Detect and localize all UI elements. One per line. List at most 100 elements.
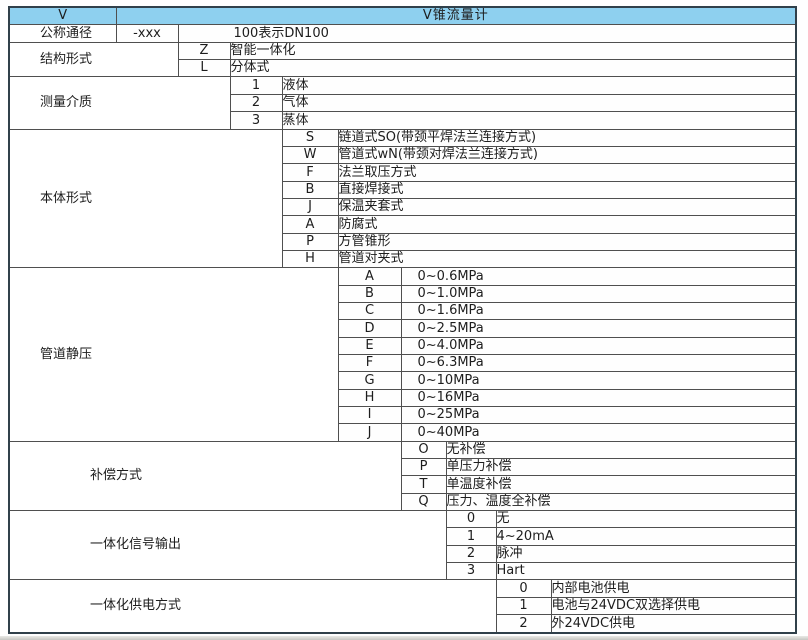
option-desc-cell: 100表示DN100: [177, 24, 797, 43]
option-code-cell: 2: [495, 614, 552, 634]
option-desc-cell: 防腐式: [337, 215, 797, 234]
option-row: 结构形式 Z 智能一体化: [8, 41, 797, 78]
option-desc-cell: 0~2.5MPa: [400, 319, 797, 338]
option-code-cell: P: [400, 458, 447, 477]
option-row: F 0~6.3MPa: [9, 353, 797, 373]
option-row: 2 外24VDC供电: [9, 614, 797, 634]
option-desc-cell: 外24VDC供电: [550, 614, 797, 634]
section-label: 一体化信号输出: [8, 510, 447, 581]
option-desc-cell: 链道式SO(带颈平焊法兰连接方式): [337, 128, 797, 147]
option-code-cell: 3: [229, 111, 283, 130]
option-row: H 0~16MPa: [9, 388, 797, 408]
option-code-cell: H: [281, 249, 339, 269]
option-code-cell: H: [337, 388, 402, 408]
section-label: 测量介质: [8, 76, 231, 130]
option-code-cell: J: [337, 423, 402, 442]
option-code-cell: 2: [445, 544, 497, 564]
option-desc-cell: 内部电池供电: [550, 579, 797, 598]
option-desc-cell: 0~4.0MPa: [400, 336, 797, 355]
section-label: 补偿方式: [8, 440, 402, 512]
option-desc-cell: 蒸体: [281, 111, 797, 130]
option-code-cell: Q: [400, 492, 447, 512]
option-code-cell: -xxx: [115, 24, 179, 43]
option-code-cell: 3: [445, 562, 497, 581]
option-row: I 0~25MPa: [9, 405, 797, 425]
option-desc-cell: 单压力补偿: [445, 458, 797, 477]
section-label: 本体形式: [8, 128, 283, 269]
option-desc-cell: 智能一体化: [229, 41, 797, 61]
option-code-cell: 0: [495, 579, 552, 598]
option-code-cell: 1: [495, 596, 552, 616]
option-row: P 方管锥形: [9, 232, 797, 251]
option-row: 本体形式 S 链道式SO(带颈平焊法兰连接方式): [8, 128, 797, 269]
selection-table: V V锥流量计 公称通径 -xxx 100表示DN100 结构形式 Z 智能一体化 L 分体式…: [8, 6, 798, 634]
option-row: E 0~4.0MPa: [9, 336, 797, 355]
option-row: 一体化信号输出 0 无: [8, 510, 797, 581]
option-row: B 0~1.0MPa: [9, 284, 797, 303]
option-desc-cell: 0~10MPa: [400, 371, 797, 390]
option-code-cell: F: [337, 353, 402, 373]
option-code-cell: 1: [445, 527, 497, 546]
option-code-cell: S: [281, 128, 339, 147]
option-desc-cell: 气体: [281, 93, 797, 113]
option-desc-cell: 管道对夹式: [337, 249, 797, 269]
option-code-cell: I: [337, 405, 402, 425]
option-desc-cell: 0~1.6MPa: [400, 301, 797, 321]
product-title: V锥流量计: [115, 6, 797, 26]
option-desc-cell: 方管锥形: [337, 232, 797, 251]
option-desc-cell: 0~16MPa: [400, 388, 797, 408]
option-desc-cell: 单温度补偿: [445, 475, 797, 494]
section-label: 一体化供电方式: [8, 579, 497, 634]
option-row: C 0~1.6MPa: [9, 301, 797, 321]
table-header-row: V V锥流量计: [8, 6, 797, 26]
option-code-cell: A: [337, 267, 402, 286]
option-code-cell: 0: [445, 510, 497, 529]
option-code-cell: W: [281, 145, 339, 165]
option-code-cell: D: [337, 319, 402, 338]
option-row: Q 压力、温度全补偿: [9, 492, 797, 512]
option-row: A 防腐式: [9, 215, 797, 234]
option-code-cell: Z: [177, 41, 231, 61]
option-row: 1 4~20mA: [9, 527, 797, 546]
section-label: 结构形式: [8, 41, 179, 78]
section-label: 公称通径: [8, 24, 117, 43]
option-row: 补偿方式 O 无补偿: [8, 440, 797, 512]
option-desc-cell: 0~40MPa: [400, 423, 797, 442]
option-desc-cell: 分体式: [229, 59, 797, 78]
option-desc-cell: 保温夹套式: [337, 197, 797, 217]
option-desc-cell: 4~20mA: [495, 527, 797, 546]
option-desc-cell: 0~6.3MPa: [400, 353, 797, 373]
option-desc-cell: 法兰取压方式: [337, 163, 797, 182]
option-desc-cell: 0~25MPa: [400, 405, 797, 425]
option-row: 管道静压 A 0~0.6MPa: [8, 267, 797, 442]
option-row: H 管道对夹式: [9, 249, 797, 269]
option-desc-cell: 管道式wN(带颈对焊法兰连接方式): [337, 145, 797, 165]
option-row: P 单压力补偿: [9, 458, 797, 477]
option-desc-cell: 脉冲: [495, 544, 797, 564]
option-row: 公称通径 -xxx 100表示DN100: [8, 24, 797, 43]
option-desc-cell: 直接焊接式: [337, 180, 797, 199]
option-desc-cell: Hart: [495, 562, 797, 581]
option-code-cell: E: [337, 336, 402, 355]
option-row: D 0~2.5MPa: [9, 319, 797, 338]
option-code-cell: L: [177, 59, 231, 78]
option-code-cell: P: [281, 232, 339, 251]
option-code-cell: 1: [229, 76, 283, 95]
option-code-cell: T: [400, 475, 447, 494]
option-code-cell: O: [400, 440, 447, 460]
option-row: 一体化供电方式 0 内部电池供电: [8, 579, 797, 634]
option-desc-cell: 0~1.0MPa: [400, 284, 797, 303]
option-desc-cell: 0~0.6MPa: [400, 267, 797, 286]
model-series-code: V: [8, 6, 117, 26]
option-code-cell: A: [281, 215, 339, 234]
option-code-cell: B: [337, 284, 402, 303]
option-code-cell: F: [281, 163, 339, 182]
option-code-cell: 2: [229, 93, 283, 113]
option-code-cell: B: [281, 180, 339, 199]
option-desc-cell: 压力、温度全补偿: [445, 492, 797, 512]
option-code-cell: J: [281, 197, 339, 217]
option-desc-cell: 电池与24VDC双选择供电: [550, 596, 797, 616]
option-row: J 0~40MPa: [9, 423, 797, 442]
option-desc-cell: 无补偿: [445, 440, 797, 460]
option-code-cell: C: [337, 301, 402, 321]
